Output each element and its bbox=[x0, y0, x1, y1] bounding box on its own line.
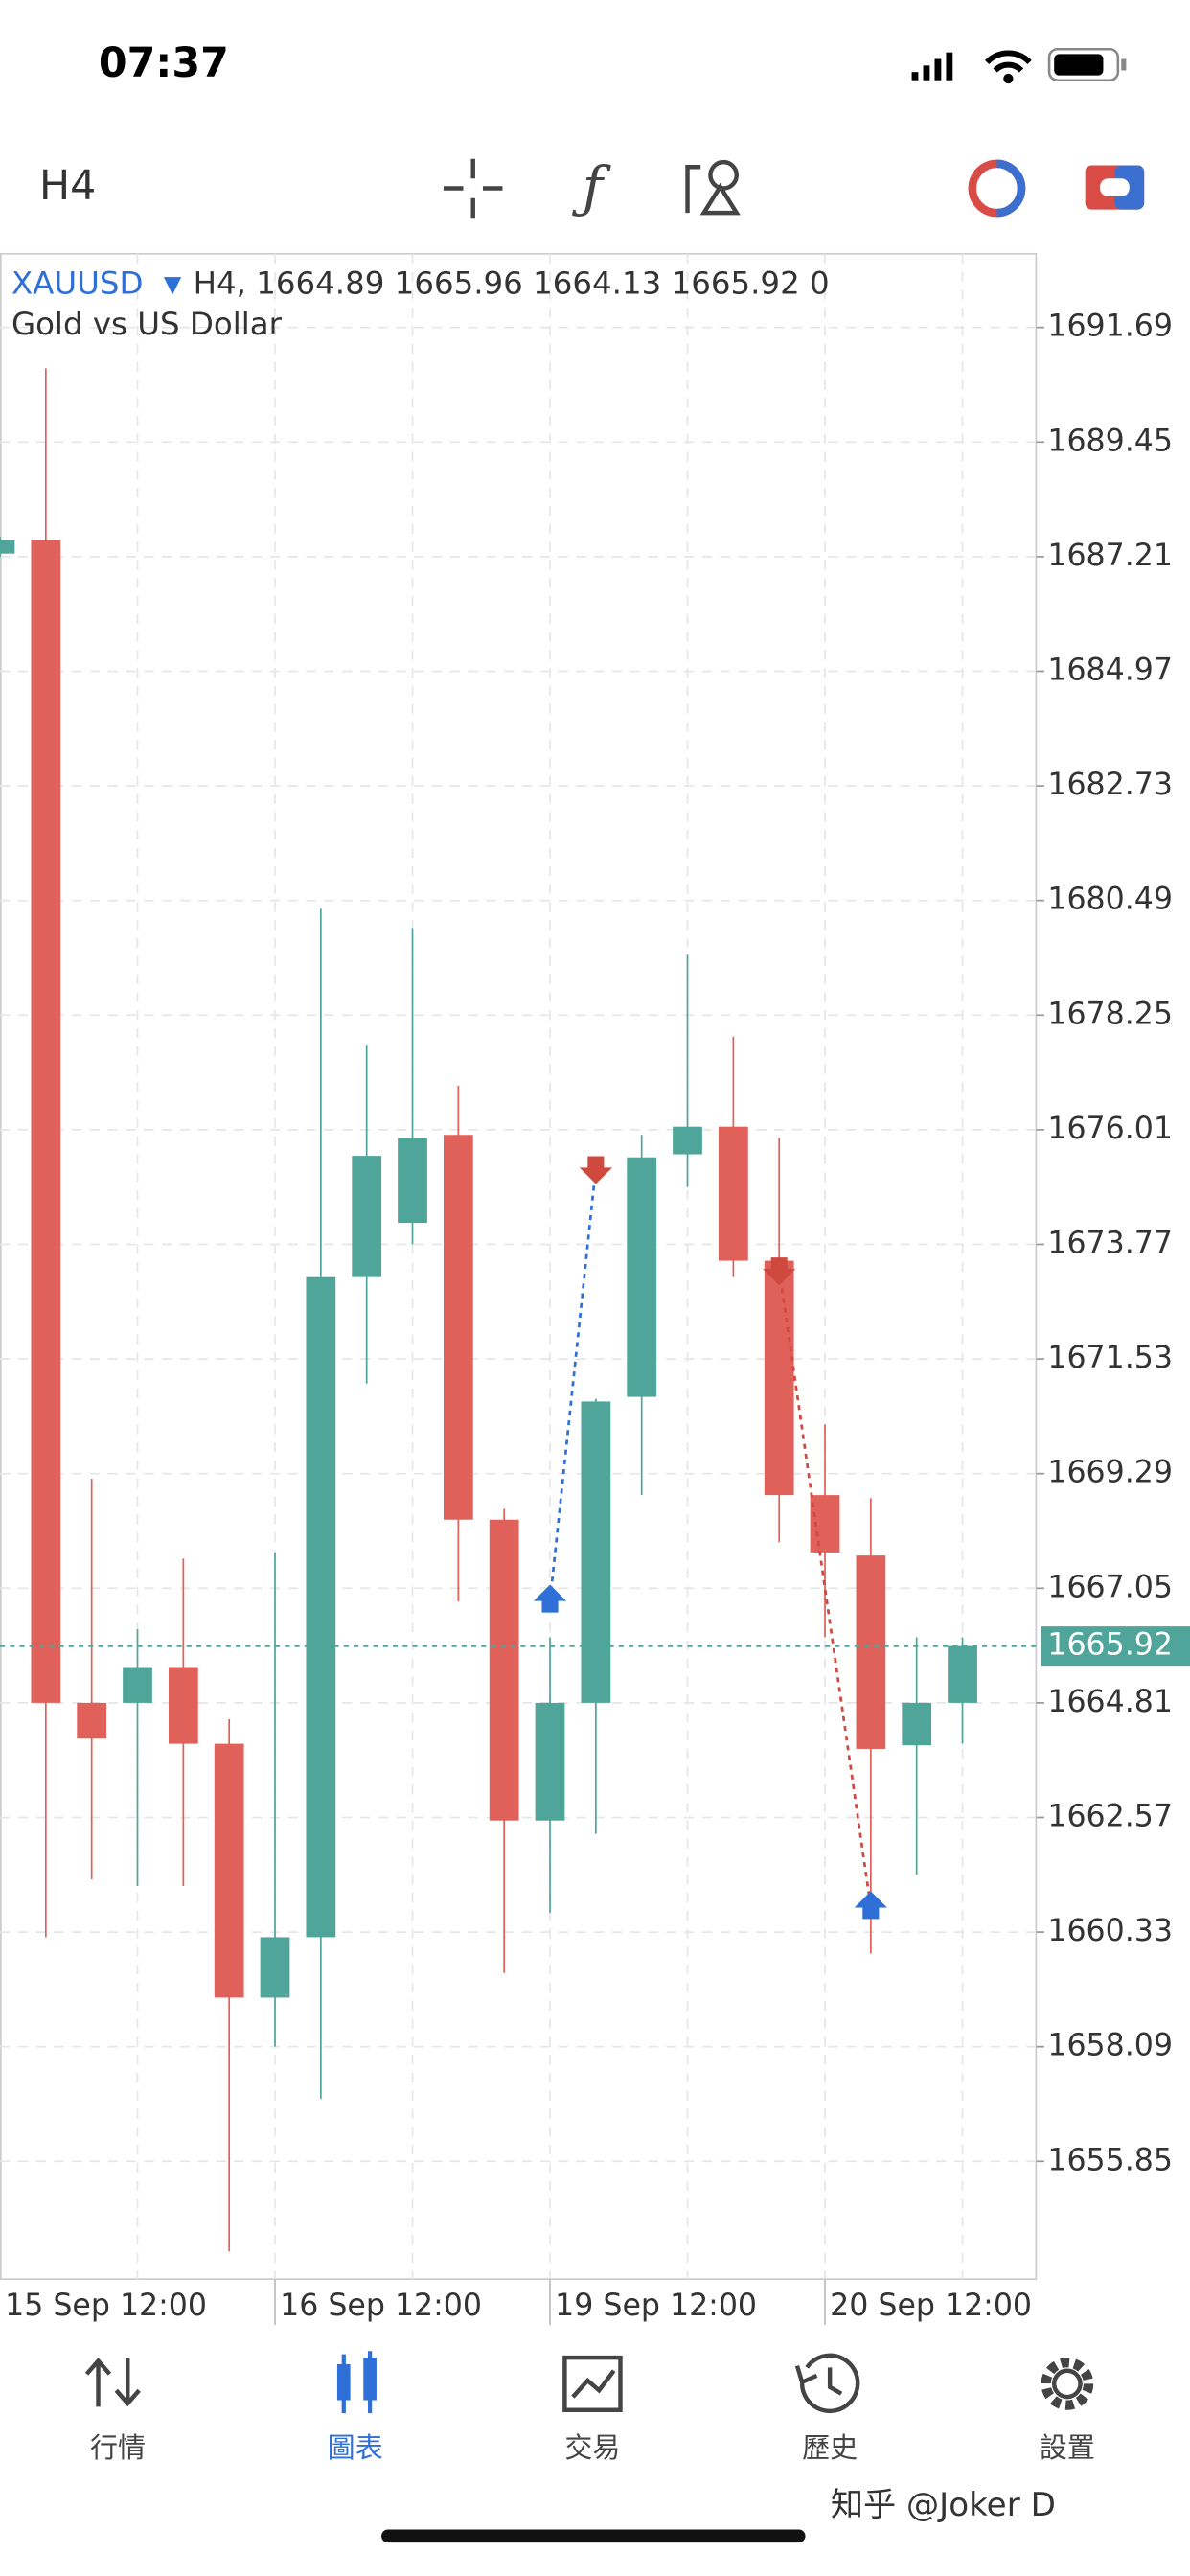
candle-body bbox=[398, 1138, 427, 1224]
tab-label[interactable]: 圖表 bbox=[328, 2431, 383, 2464]
timeframe[interactable]: H4 bbox=[39, 162, 96, 210]
candle-body bbox=[306, 1276, 336, 1938]
current-price-label: 1665.92 bbox=[1047, 1628, 1173, 1663]
symbol[interactable]: XAUUSD bbox=[11, 264, 143, 301]
y-tick-label: 1671.53 bbox=[1047, 1341, 1173, 1375]
tab-icon bbox=[336, 2351, 377, 2414]
candle-body bbox=[352, 1156, 382, 1277]
y-tick-label: 1684.97 bbox=[1047, 653, 1173, 687]
candle-body bbox=[856, 1555, 886, 1749]
buy-arrow bbox=[533, 1584, 567, 1613]
crosshair-button[interactable] bbox=[443, 158, 503, 218]
account-button[interactable] bbox=[1085, 165, 1145, 210]
candle-body bbox=[260, 1937, 290, 1998]
trade-line bbox=[548, 1167, 598, 1601]
candle-body bbox=[0, 540, 15, 554]
x-tick-label: 20 Sep 12:00 bbox=[830, 2288, 1032, 2323]
y-tick-label: 1676.01 bbox=[1047, 1112, 1173, 1146]
candle-body bbox=[123, 1667, 152, 1703]
candle-body bbox=[443, 1135, 473, 1520]
indicator-button[interactable]: ƒ bbox=[572, 154, 612, 219]
ohlc-info: H4, 1664.89 1665.96 1664.13 1665.92 0 bbox=[194, 264, 830, 301]
y-tick-label: 1660.33 bbox=[1047, 1914, 1173, 1948]
candle-body bbox=[168, 1667, 198, 1744]
y-tick-label: 1664.81 bbox=[1047, 1685, 1173, 1719]
y-tick-label: 1691.69 bbox=[1047, 310, 1173, 344]
tab-icon bbox=[1041, 2358, 1094, 2410]
candle-body bbox=[764, 1260, 794, 1496]
current-price-box bbox=[1041, 1626, 1190, 1667]
y-tick-label: 1673.77 bbox=[1047, 1226, 1173, 1260]
trade-button[interactable] bbox=[968, 159, 1026, 218]
tab-label[interactable]: 交易 bbox=[564, 2431, 620, 2464]
x-tick-label: 15 Sep 12:00 bbox=[5, 2288, 207, 2323]
y-tick-label: 1689.45 bbox=[1047, 424, 1173, 458]
y-tick-label: 1687.21 bbox=[1047, 539, 1173, 573]
home-indicator bbox=[381, 2529, 806, 2543]
tab-label[interactable]: 歷史 bbox=[802, 2431, 858, 2464]
candle-body bbox=[718, 1126, 748, 1261]
y-tick-label: 1680.49 bbox=[1047, 883, 1173, 917]
tab-label[interactable]: 行情 bbox=[90, 2431, 146, 2464]
candle-body bbox=[627, 1157, 657, 1397]
tab-icon bbox=[794, 2353, 860, 2414]
y-tick-label: 1678.25 bbox=[1047, 997, 1173, 1031]
x-tick-label: 16 Sep 12:00 bbox=[280, 2288, 482, 2323]
candle-body bbox=[77, 1702, 107, 1739]
symbol-description: Gold vs US Dollar bbox=[11, 306, 283, 342]
y-tick-label: 1662.57 bbox=[1047, 1799, 1173, 1833]
y-tick-label: 1682.73 bbox=[1047, 768, 1173, 802]
status-icons bbox=[911, 47, 1127, 84]
chart-frame bbox=[0, 252, 1038, 2280]
candle-body bbox=[214, 1743, 244, 1998]
candle-body bbox=[581, 1401, 611, 1703]
tab-icon bbox=[84, 2358, 141, 2407]
candle-body bbox=[673, 1126, 702, 1155]
status-time: 07:37 bbox=[99, 39, 229, 87]
sell-arrow bbox=[579, 1156, 612, 1184]
symbol-dropdown[interactable]: ▼ bbox=[164, 270, 182, 297]
buy-arrow bbox=[854, 1891, 887, 1920]
tab-bar: 行情 圖表 交易 歷史 設置 bbox=[84, 2351, 1095, 2464]
y-tick-label: 1669.29 bbox=[1047, 1456, 1173, 1490]
candle-body bbox=[948, 1645, 977, 1703]
y-tick-label: 1667.05 bbox=[1047, 1570, 1173, 1604]
chart-area bbox=[0, 252, 1038, 2280]
x-tick-label: 19 Sep 12:00 bbox=[555, 2288, 757, 2323]
objects-button[interactable] bbox=[685, 159, 741, 216]
tab-icon bbox=[562, 2355, 623, 2412]
candle-body bbox=[489, 1519, 519, 1821]
watermark: 知乎 @Joker D bbox=[831, 2486, 1056, 2524]
candle-body bbox=[31, 540, 61, 1703]
candle-body bbox=[535, 1702, 565, 1821]
sell-arrow bbox=[763, 1257, 796, 1286]
y-tick-label: 1655.85 bbox=[1047, 2143, 1173, 2177]
y-tick-label: 1658.09 bbox=[1047, 2029, 1173, 2063]
candle-body bbox=[902, 1702, 932, 1746]
tab-label[interactable]: 設置 bbox=[1040, 2431, 1095, 2464]
